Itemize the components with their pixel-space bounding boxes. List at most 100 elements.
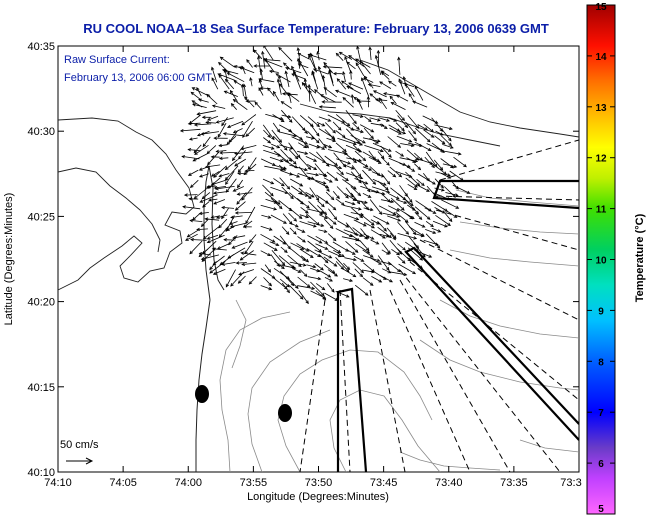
current-vector-head — [276, 145, 281, 149]
current-vector — [379, 275, 393, 283]
current-vector-head — [321, 74, 326, 79]
current-vector — [272, 114, 285, 122]
current-vector — [435, 214, 451, 226]
current-vector-head — [282, 241, 287, 245]
current-vector — [205, 218, 220, 221]
current-vector — [375, 55, 382, 75]
current-vector-head — [359, 273, 364, 278]
current-vector — [300, 255, 309, 263]
current-vector — [258, 78, 275, 83]
current-vector-head — [261, 50, 265, 55]
current-vector — [353, 219, 367, 227]
current-vector — [273, 178, 285, 187]
current-vector-head — [359, 142, 364, 146]
current-vector — [265, 113, 284, 120]
current-vector — [216, 117, 234, 123]
current-vector-head — [342, 97, 347, 101]
current-vector-head — [211, 66, 215, 71]
current-vector-head — [267, 269, 271, 273]
current-vector-head — [363, 75, 368, 80]
current-vector — [279, 264, 296, 269]
current-vector-head — [332, 206, 337, 211]
current-vector-head — [411, 168, 416, 172]
current-vector — [221, 207, 229, 219]
current-vector — [371, 276, 382, 283]
current-vector — [298, 63, 309, 69]
current-vector — [187, 229, 200, 238]
current-vector-head — [295, 285, 299, 289]
current-vector — [404, 241, 419, 252]
current-vector-head — [356, 148, 361, 152]
current-vector — [249, 234, 257, 243]
current-vector — [219, 253, 235, 265]
current-vector-head — [444, 224, 448, 228]
current-vector — [180, 128, 201, 132]
current-vector-head — [346, 86, 351, 90]
current-vector — [445, 192, 458, 196]
current-vector-head — [376, 49, 381, 54]
current-vector-head — [316, 123, 320, 128]
current-vector — [185, 233, 198, 241]
current-vector — [262, 145, 275, 150]
current-vector — [435, 130, 443, 136]
current-vector — [318, 270, 331, 278]
current-vector — [325, 122, 336, 134]
current-vector — [395, 110, 405, 121]
current-vector — [280, 170, 293, 176]
current-vector-head — [232, 98, 237, 103]
current-vector-head — [417, 166, 422, 171]
current-vector-head — [239, 257, 244, 261]
current-vector — [350, 70, 352, 80]
current-vector — [423, 123, 434, 133]
current-vector — [326, 283, 335, 293]
current-vector — [370, 190, 385, 195]
current-vector — [363, 127, 374, 139]
current-vector-head — [241, 262, 246, 266]
current-vector-head — [189, 218, 194, 223]
current-vector — [260, 204, 277, 210]
current-vector-head — [209, 266, 213, 271]
current-vector-head — [198, 253, 203, 258]
current-vector-head — [378, 261, 382, 265]
current-vector — [323, 87, 337, 98]
current-vector-head — [258, 87, 262, 92]
current-vector — [307, 235, 322, 244]
current-vector-head — [439, 132, 444, 136]
current-vector — [309, 122, 320, 137]
current-vector-head — [396, 208, 400, 212]
current-vector — [285, 71, 290, 88]
current-vector — [245, 127, 255, 137]
colorbar-tick-label: 10 — [595, 256, 607, 267]
current-vector — [434, 135, 446, 145]
current-vector — [290, 185, 303, 195]
current-vector — [337, 137, 357, 145]
current-vector — [291, 66, 300, 82]
current-vector — [260, 225, 273, 231]
current-vector-head — [322, 296, 327, 301]
current-vector — [299, 269, 308, 277]
current-vector-head — [278, 139, 283, 143]
current-vector — [424, 156, 435, 168]
current-vector — [332, 241, 349, 252]
current-vector-head — [282, 92, 286, 96]
current-vector-head — [304, 167, 308, 172]
current-vector — [216, 150, 227, 152]
current-vector-head — [360, 258, 365, 262]
current-vector — [290, 173, 300, 178]
current-vector — [391, 102, 406, 110]
current-vector — [258, 56, 262, 76]
current-vector-head — [238, 272, 243, 276]
current-vector-head — [238, 66, 243, 70]
current-vector-head — [314, 89, 318, 93]
current-vector-head — [205, 185, 210, 189]
current-vector-head — [236, 192, 241, 196]
current-vector-head — [279, 159, 284, 163]
current-vector-head — [352, 257, 357, 262]
current-vector-head — [426, 138, 431, 143]
current-vector — [199, 253, 212, 256]
current-vector-head — [270, 146, 275, 150]
current-vector-head — [440, 184, 444, 189]
current-vector — [352, 227, 368, 240]
current-vector-head — [268, 227, 273, 231]
current-vector — [297, 150, 308, 155]
